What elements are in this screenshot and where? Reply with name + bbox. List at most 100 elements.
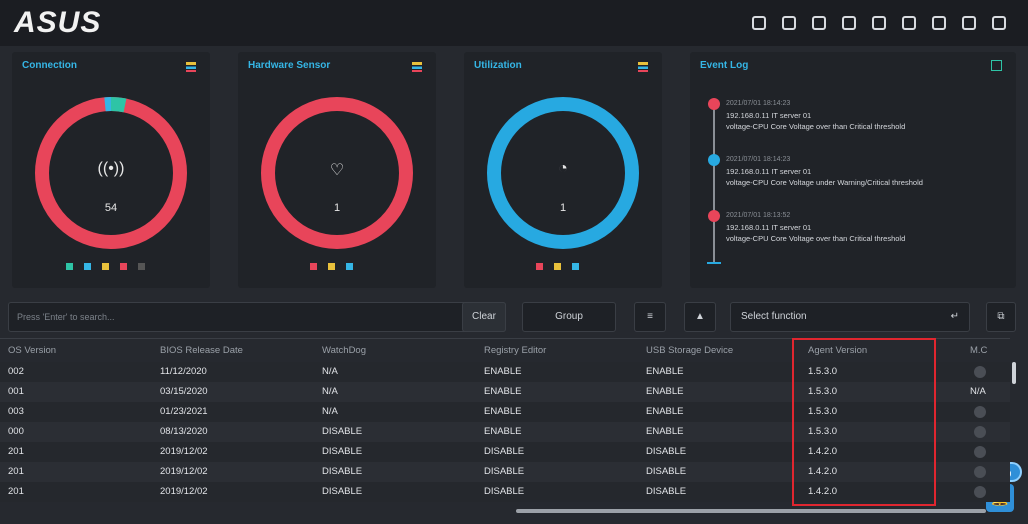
table-row[interactable]: 000 08/13/2020 DISABLE ENABLE ENABLE 1.5.3.0: [0, 422, 1010, 442]
legend-swatch: [66, 263, 73, 270]
table-cell: N/A: [970, 386, 986, 397]
header-icon[interactable]: [842, 16, 856, 30]
table-cell: DISABLE: [322, 486, 363, 497]
table-cell: 1.4.2.0: [808, 466, 838, 477]
column-header[interactable]: OS Version: [8, 345, 57, 356]
gauge-panel: Hardware Sensor ♡ 1: [238, 52, 436, 288]
event-message: voltage-CPU Core Voltage over than Criti…: [726, 234, 906, 243]
table-cell: 2019/12/02: [160, 446, 208, 457]
filter-button[interactable]: ≡: [634, 302, 666, 332]
donut: [487, 97, 639, 249]
table-cell: ENABLE: [646, 406, 684, 417]
search-placeholder: Press 'Enter' to search...: [17, 312, 115, 322]
table-cell: ENABLE: [484, 386, 522, 397]
panel-title: Connection: [22, 60, 77, 71]
table-cell: 2019/12/02: [160, 466, 208, 477]
function-select[interactable]: Select function ↵: [730, 302, 970, 332]
table-cell: N/A: [322, 386, 338, 397]
table-row[interactable]: 201 2019/12/02 DISABLE DISABLE DISABLE 1.4.2.…: [0, 442, 1010, 462]
donut: [261, 97, 413, 249]
donut-segment: [110, 96, 127, 113]
select-label: Select function: [741, 311, 807, 322]
panel-title: Utilization: [474, 60, 522, 71]
event-time: 2021/07/01 18:14:23: [726, 156, 791, 163]
expand-icon[interactable]: [991, 60, 1002, 71]
table-cell: DISABLE: [646, 486, 687, 497]
header-icon[interactable]: [902, 16, 916, 30]
table-cell: 1.5.3.0: [808, 366, 838, 377]
donut: [35, 96, 187, 249]
panel-value: 54: [104, 202, 118, 214]
mc-icon: [974, 466, 986, 478]
table-cell: 11/12/2020: [160, 366, 207, 377]
event-source: 192.168.0.11 IT server 01: [726, 111, 812, 120]
event-message: voltage-CPU Core Voltage under Warning/C…: [726, 178, 923, 187]
table-cell: 2019/12/02: [160, 486, 208, 497]
expand-button[interactable]: ⧉: [986, 302, 1016, 332]
logo: ASUS: [14, 6, 102, 39]
donut-ring: [487, 97, 639, 249]
timeline-end: [707, 262, 721, 264]
panel-value: 1: [333, 202, 341, 214]
legend-swatch: [102, 263, 109, 270]
header-icon[interactable]: [932, 16, 946, 30]
header-icon[interactable]: [872, 16, 886, 30]
header-icon[interactable]: [752, 16, 766, 30]
enter-icon: ↵: [950, 311, 959, 322]
legend-swatch: [536, 263, 543, 270]
search-box[interactable]: Press 'Enter' to search...: [8, 302, 506, 332]
header-icon[interactable]: [992, 16, 1006, 30]
timeline-dot: [708, 98, 720, 110]
table-cell: DISABLE: [322, 466, 363, 477]
timeline: [713, 102, 715, 262]
table-cell: ENABLE: [484, 366, 522, 377]
table-row[interactable]: 003 01/23/2021 N/A ENABLE ENABLE 1.5.3.0: [0, 402, 1010, 422]
table-cell: ENABLE: [646, 386, 684, 397]
event-message: voltage-CPU Core Voltage over than Criti…: [726, 122, 906, 131]
clear-label: Clear: [472, 311, 496, 322]
panel-menu-icon[interactable]: [412, 62, 422, 72]
table-cell: DISABLE: [484, 486, 525, 497]
table-cell: 1.4.2.0: [808, 446, 838, 457]
column-header[interactable]: Registry Editor: [484, 345, 547, 356]
timeline-dot: [708, 210, 720, 222]
mc-icon: [974, 406, 986, 418]
group-button[interactable]: Group: [522, 302, 616, 332]
column-header[interactable]: M.C: [970, 345, 988, 356]
h-scrollbar[interactable]: [516, 509, 986, 513]
table-row[interactable]: 001 03/15/2020 N/A ENABLE ENABLE 1.5.3.0 N/A: [0, 382, 1010, 402]
table-cell: 03/15/2020: [160, 386, 208, 397]
column-header[interactable]: WatchDog: [322, 345, 366, 356]
clear-button[interactable]: Clear: [462, 302, 506, 332]
legend-swatch: [346, 263, 353, 270]
table-cell: 003: [8, 406, 24, 417]
table-cell: DISABLE: [322, 426, 363, 437]
header-icon[interactable]: [782, 16, 796, 30]
table-cell: 201: [8, 486, 24, 497]
download-button[interactable]: ▲: [684, 302, 716, 332]
group-label: Group: [555, 311, 583, 322]
gauge-panel: Utilization ◔ 1: [464, 52, 662, 288]
table-row[interactable]: 002 11/12/2020 N/A ENABLE ENABLE 1.5.3.0: [0, 362, 1010, 382]
donut-ring: [261, 97, 413, 249]
v-scrollbar[interactable]: [1012, 362, 1016, 384]
panel-title: Hardware Sensor: [248, 60, 331, 71]
table-row[interactable]: 201 2019/12/02 DISABLE DISABLE DISABLE 1.4.2.…: [0, 462, 1010, 482]
panel-icon: ((•)): [97, 160, 125, 177]
column-header[interactable]: BIOS Release Date: [160, 345, 243, 356]
table-cell: DISABLE: [322, 446, 363, 457]
table-cell: 1.5.3.0: [808, 426, 838, 437]
table-row[interactable]: 201 2019/12/02 DISABLE DISABLE DISABLE 1.4.2.…: [0, 482, 1010, 502]
legend-swatch: [328, 263, 335, 270]
legend-swatch: [554, 263, 561, 270]
panel-menu-icon[interactable]: [186, 62, 196, 72]
panel-menu-icon[interactable]: [638, 62, 648, 72]
table-cell: 001: [8, 386, 24, 397]
header-icon[interactable]: [812, 16, 826, 30]
table-cell: 002: [8, 366, 24, 377]
mc-icon: [974, 446, 986, 458]
header-icon[interactable]: [962, 16, 976, 30]
column-header[interactable]: Agent Version: [808, 345, 868, 356]
column-header[interactable]: USB Storage Device: [646, 345, 734, 356]
